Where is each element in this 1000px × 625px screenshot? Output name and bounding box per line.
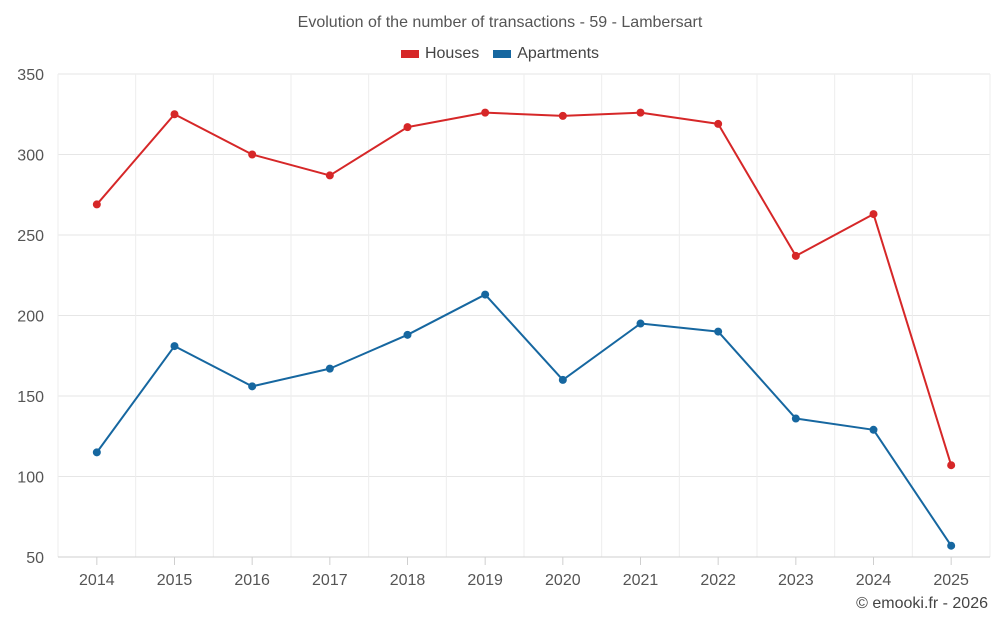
chart-legend: Houses Apartments xyxy=(0,45,1000,63)
grid xyxy=(57,73,991,558)
chart-title: Evolution of the number of transactions … xyxy=(297,14,703,31)
x-tick-label: 2021 xyxy=(623,572,659,589)
data-point-apartments[interactable] xyxy=(325,364,334,373)
legend-item-houses[interactable]: Houses xyxy=(400,45,480,63)
x-tick-label: 2014 xyxy=(79,572,115,589)
data-point-apartments[interactable] xyxy=(92,448,101,457)
series-line-houses xyxy=(96,111,953,466)
data-point-apartments[interactable] xyxy=(558,375,567,384)
data-point-houses[interactable] xyxy=(403,123,412,132)
y-tick-label: 200 xyxy=(17,309,44,326)
x-tick-label: 2015 xyxy=(157,572,193,589)
data-point-apartments[interactable] xyxy=(636,319,645,328)
legend-label-houses: Houses xyxy=(424,45,480,62)
series-layer xyxy=(92,108,956,550)
y-tick-label: 250 xyxy=(17,228,44,245)
data-point-apartments[interactable] xyxy=(869,425,878,434)
x-tick-label: 2024 xyxy=(856,572,892,589)
data-point-houses[interactable] xyxy=(791,251,800,260)
data-point-apartments[interactable] xyxy=(170,342,179,351)
data-point-houses[interactable] xyxy=(248,150,257,159)
axes: 50 100 150 200 250 300 350 2014 2015 2016 2017 2018… xyxy=(17,67,990,589)
data-point-apartments[interactable] xyxy=(403,330,412,339)
credit-text: © emooki.fr - 2026 xyxy=(856,595,988,612)
data-point-houses[interactable] xyxy=(558,111,567,120)
data-point-apartments[interactable] xyxy=(248,382,257,391)
data-point-apartments[interactable] xyxy=(714,327,723,336)
data-point-houses[interactable] xyxy=(869,210,878,219)
legend-swatch-houses xyxy=(400,50,419,58)
data-point-houses[interactable] xyxy=(325,171,334,180)
data-point-houses[interactable] xyxy=(947,461,956,470)
data-point-apartments[interactable] xyxy=(791,414,800,423)
y-tick-label: 350 xyxy=(17,67,44,84)
data-point-houses[interactable] xyxy=(481,108,490,117)
x-tick-label: 2019 xyxy=(467,572,503,589)
y-tick-label: 300 xyxy=(17,148,44,165)
x-tick-label: 2018 xyxy=(390,572,426,589)
y-tick-label: 100 xyxy=(17,470,44,487)
x-tick-label: 2016 xyxy=(234,572,270,589)
y-tick-label: 50 xyxy=(26,550,44,567)
legend-label-apartments: Apartments xyxy=(517,45,600,62)
data-point-apartments[interactable] xyxy=(481,290,490,299)
data-point-houses[interactable] xyxy=(636,108,645,117)
y-tick-label: 150 xyxy=(17,389,44,406)
legend-swatch-apartments xyxy=(493,50,512,58)
legend-item-apartments[interactable]: Apartments xyxy=(493,45,599,63)
data-point-houses[interactable] xyxy=(92,200,101,209)
x-tick-label: 2023 xyxy=(778,572,814,589)
x-tick-label: 2022 xyxy=(700,572,736,589)
data-point-houses[interactable] xyxy=(170,110,179,119)
x-tick-label: 2025 xyxy=(933,572,969,589)
x-tick-label: 2017 xyxy=(312,572,348,589)
data-point-apartments[interactable] xyxy=(947,541,956,550)
x-tick-label: 2020 xyxy=(545,572,581,589)
series-line-apartments xyxy=(96,293,952,547)
data-point-houses[interactable] xyxy=(714,119,723,128)
